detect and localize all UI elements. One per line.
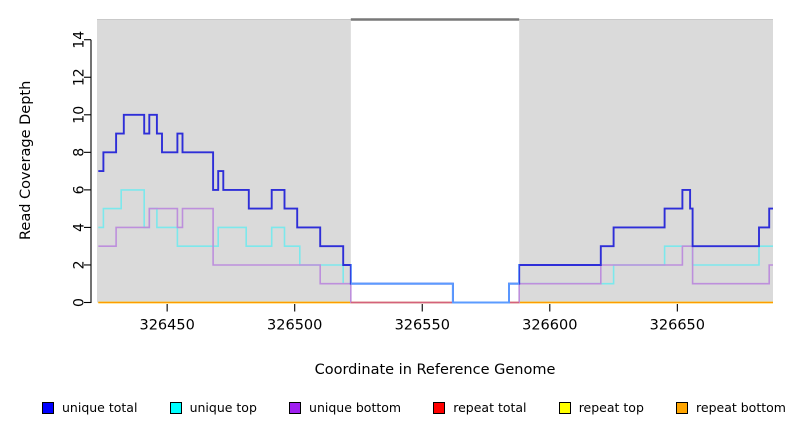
y-tick-label: 14 xyxy=(71,31,87,49)
series-unique-bottom xyxy=(98,207,773,304)
x-axis: 326450 326500 326550 326600 326650 xyxy=(139,304,705,334)
x-tick-label: 326500 xyxy=(267,318,322,334)
repeat-bottom-swatch-icon xyxy=(676,401,689,414)
x-tick-label: 326550 xyxy=(395,318,450,334)
x-tick-label: 326650 xyxy=(650,318,705,334)
x-axis-title: Coordinate in Reference Genome xyxy=(314,362,556,378)
y-tick-label: 10 xyxy=(71,106,87,124)
unique-bottom-swatch-icon xyxy=(289,401,302,414)
coverage-plot-canvas: 0 2 4 6 8 10 12 14 326450 326500 326550 326600 32665… xyxy=(71,18,773,334)
legend-item-repeat-total: repeat total xyxy=(433,400,527,415)
legend: unique total unique top unique bottom re… xyxy=(42,400,786,415)
series-unique-total xyxy=(98,113,773,304)
legend-item-unique-total: unique total xyxy=(42,400,137,415)
y-tick-label: 6 xyxy=(71,185,87,194)
legend-label: repeat bottom xyxy=(696,400,786,415)
y-axis-title: Read Coverage Depth xyxy=(18,80,34,240)
x-tick-label: 326450 xyxy=(139,318,194,334)
y-tick-label: 0 xyxy=(71,298,87,307)
legend-label: unique top xyxy=(189,400,257,415)
y-axis: 0 2 4 6 8 10 12 14 xyxy=(71,31,92,307)
unique-region-shading xyxy=(97,20,773,303)
y-tick-label: 12 xyxy=(71,68,87,86)
unique-total-swatch-icon xyxy=(42,401,54,414)
y-tick-label: 2 xyxy=(71,260,87,269)
unique-top-swatch-icon xyxy=(169,401,182,414)
legend-label: repeat top xyxy=(578,400,644,415)
legend-label: unique bottom xyxy=(309,400,402,415)
y-tick-label: 4 xyxy=(71,223,87,232)
legend-label: unique total xyxy=(62,400,138,415)
y-tick-label: 8 xyxy=(71,148,87,157)
repeat-top-swatch-icon xyxy=(558,401,571,414)
legend-item-unique-top: unique top xyxy=(169,400,257,415)
legend-item-repeat-top: repeat top xyxy=(558,400,644,415)
repeat-total-swatch-icon xyxy=(433,401,446,414)
legend-item-repeat-bottom: repeat bottom xyxy=(676,400,786,415)
coverage-series-lines xyxy=(98,113,773,304)
x-tick-label: 326600 xyxy=(522,318,577,334)
legend-label: repeat total xyxy=(453,400,527,415)
legend-item-unique-bottom: unique bottom xyxy=(289,400,401,415)
